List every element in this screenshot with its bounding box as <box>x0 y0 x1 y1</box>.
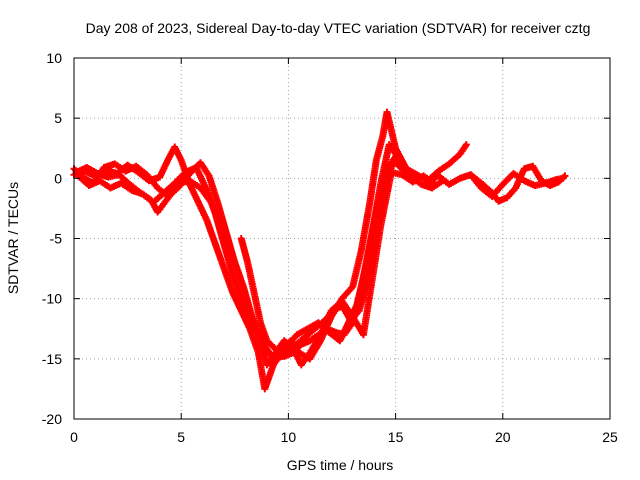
data-point <box>409 170 417 178</box>
y-tick-label: -10 <box>42 291 62 307</box>
y-tick-label: 5 <box>54 110 62 126</box>
x-tick-label: 15 <box>388 429 404 445</box>
data-point <box>411 174 419 182</box>
x-tick-label: 25 <box>602 429 618 445</box>
grid-lines <box>74 58 610 419</box>
series-track-5 <box>237 153 417 360</box>
axis-ticks: 0 5 10 15 20 25 -20 -15 -10 -5 0 5 10 <box>42 50 618 445</box>
x-axis-label: GPS time / hours <box>287 457 394 473</box>
y-tick-label: 10 <box>46 50 62 66</box>
x-tick-label: 5 <box>177 429 185 445</box>
data-point <box>462 141 470 149</box>
x-tick-label: 0 <box>70 429 78 445</box>
y-tick-label: 0 <box>54 170 62 186</box>
y-tick-label: -5 <box>50 231 63 247</box>
y-tick-label: -15 <box>42 351 62 367</box>
data-point <box>560 173 568 181</box>
data-series <box>70 108 569 393</box>
y-tick-label: -20 <box>42 411 62 427</box>
chart-title: Day 208 of 2023, Sidereal Day-to-day VTE… <box>86 20 591 36</box>
series-track-7 <box>467 162 569 205</box>
y-axis-label: SDTVAR / TECUs <box>5 182 21 294</box>
x-tick-label: 20 <box>495 429 511 445</box>
data-point <box>561 172 569 180</box>
x-tick-label: 10 <box>281 429 297 445</box>
